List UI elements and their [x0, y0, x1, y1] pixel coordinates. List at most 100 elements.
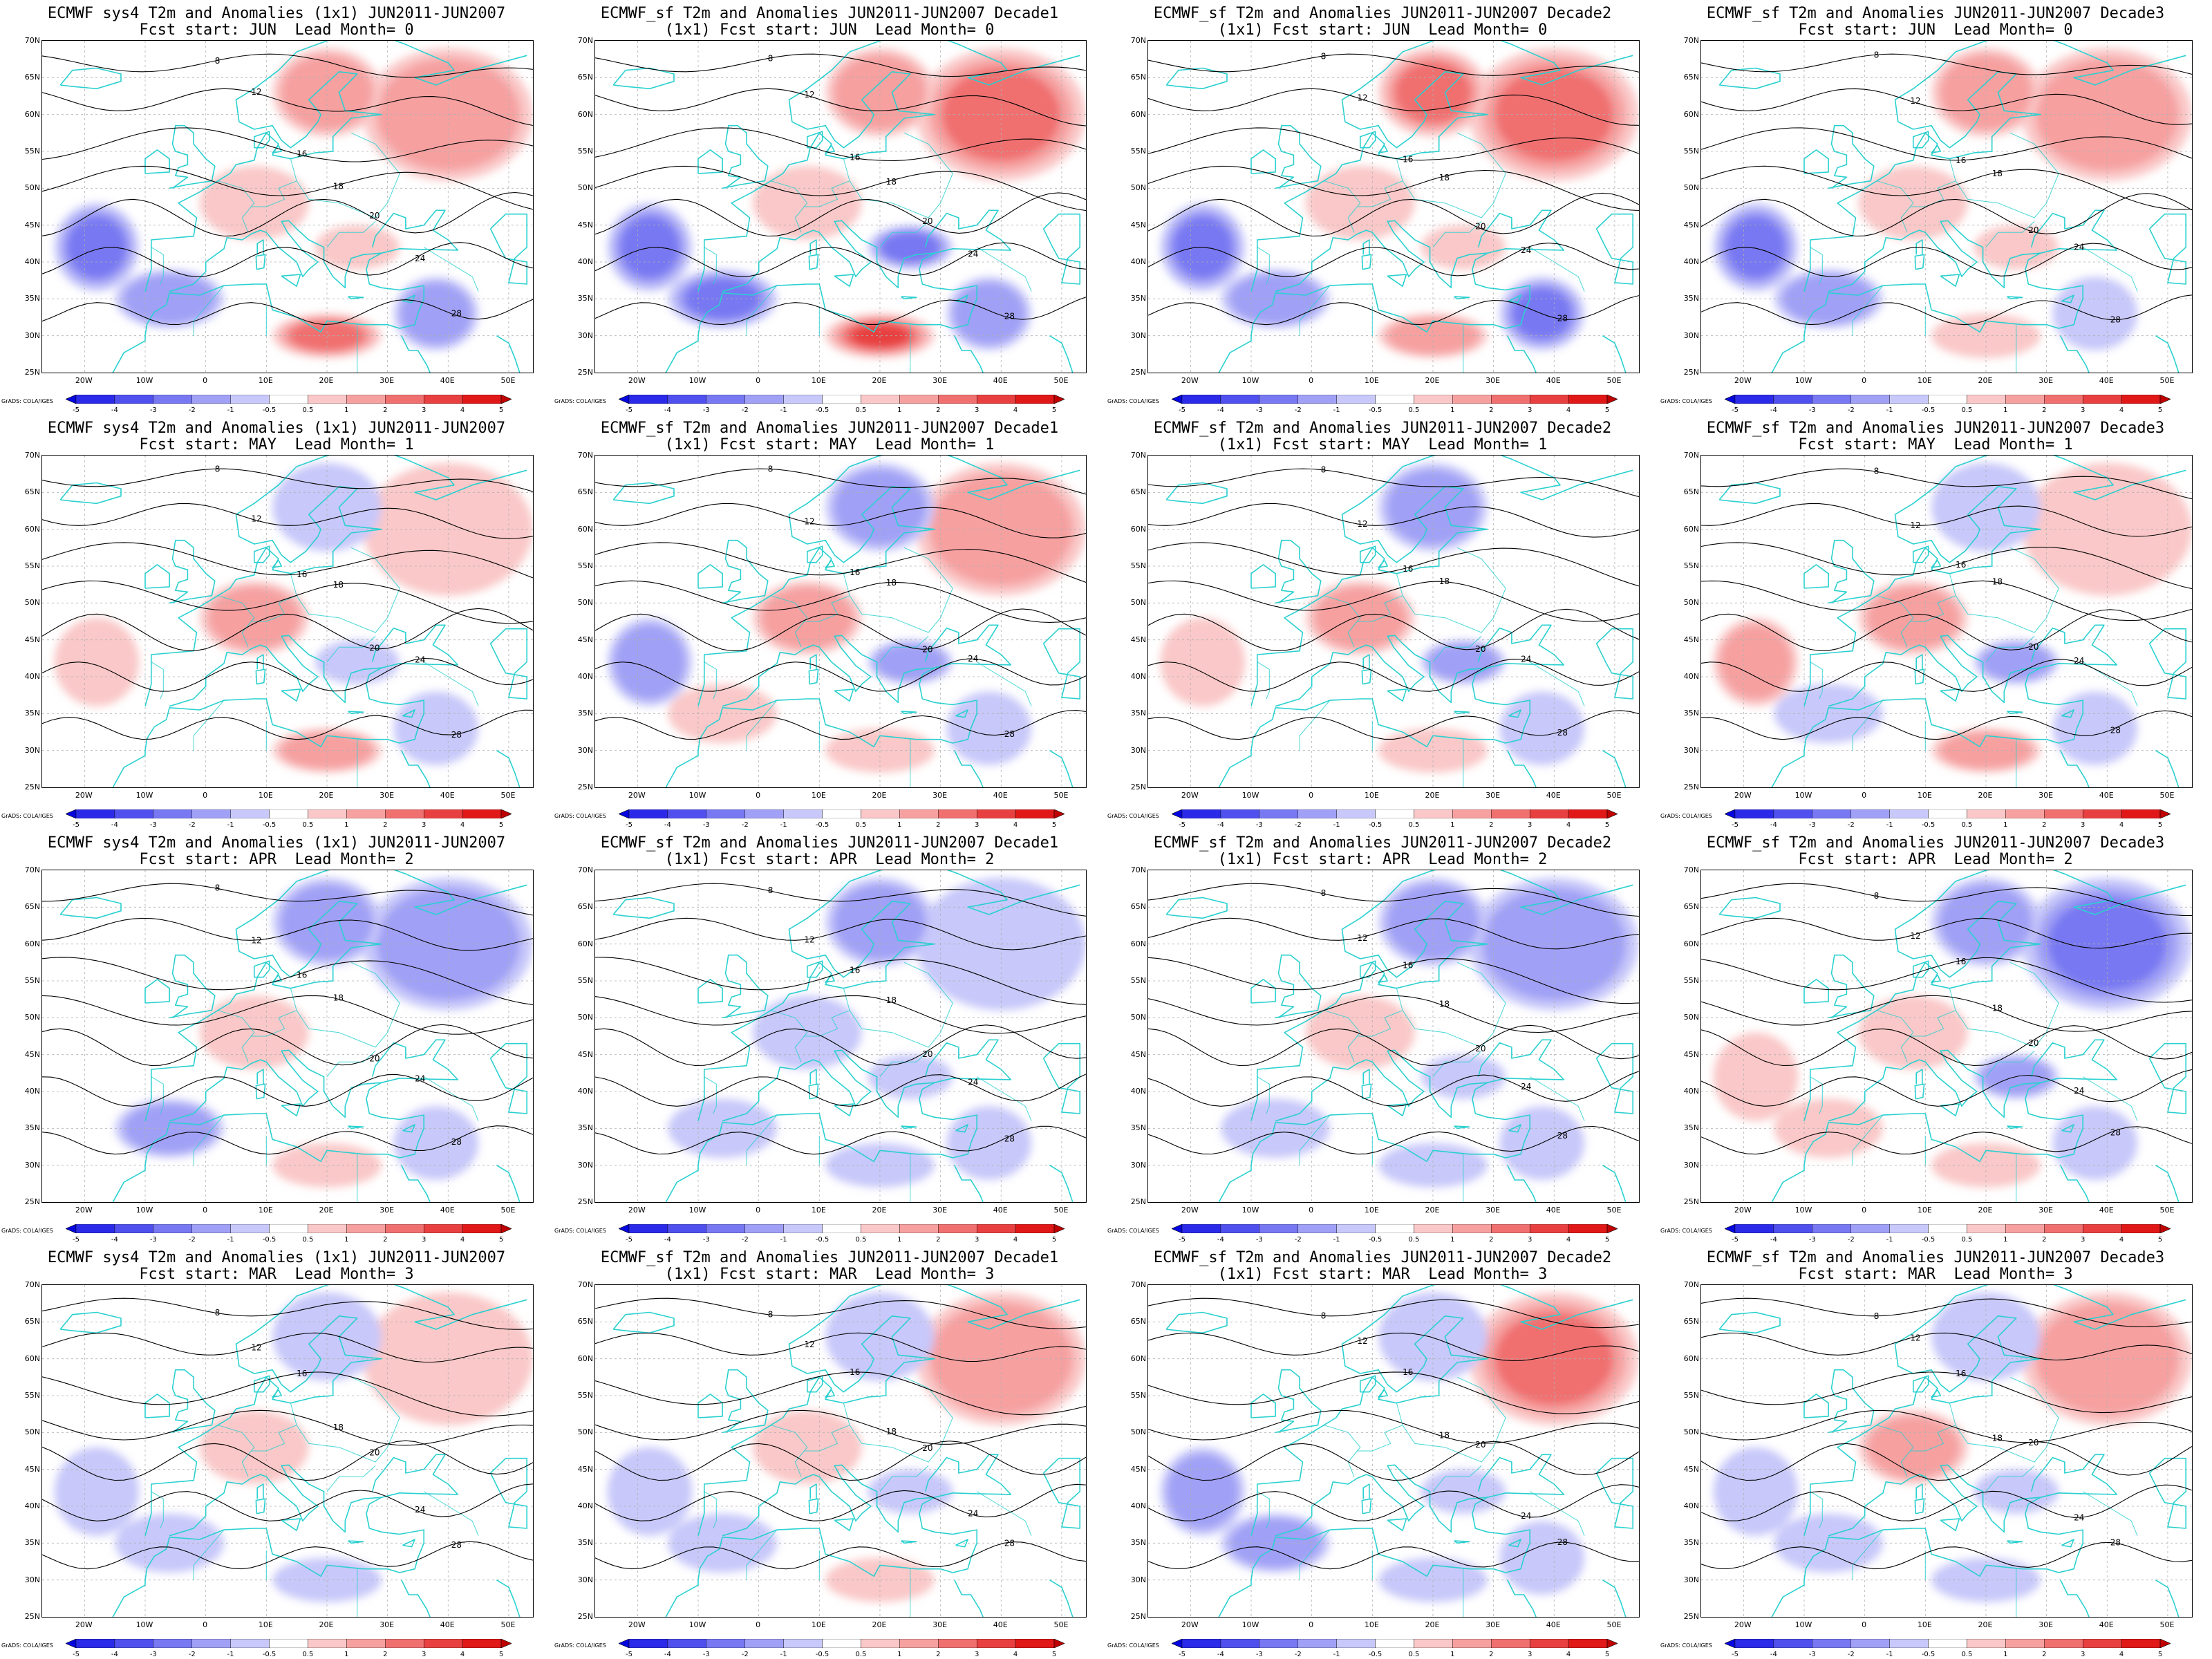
anomaly-shade	[1160, 617, 1246, 706]
coastline	[348, 711, 364, 715]
coastline	[924, 1039, 1012, 1083]
coastline	[112, 335, 146, 373]
coastline	[665, 1580, 699, 1617]
colorbar-swatch	[1181, 395, 1221, 404]
coastline	[665, 1165, 699, 1202]
map-svg: 8 12 16 18 20 24 28	[595, 1285, 1086, 1617]
latitude-label: 40N	[24, 257, 40, 266]
coastline	[1828, 954, 1875, 1019]
colorbar-swatch	[2159, 809, 2171, 818]
colorbar-label: 2	[383, 406, 388, 414]
longitude-label: 10E	[1917, 1620, 1932, 1629]
coastline	[955, 1539, 968, 1548]
climatology-contour	[1701, 710, 2192, 740]
latitude-label: 30N	[1683, 745, 1699, 755]
longitude-label: 0	[203, 376, 208, 385]
contour-label: 16	[1956, 957, 1966, 966]
latitude-label: 55N	[24, 1391, 40, 1400]
climatology-contour	[595, 1441, 1086, 1481]
contour-label: 24	[2074, 1512, 2084, 1522]
coastline	[2060, 1580, 2090, 1617]
longitude-label: 20W	[628, 1206, 646, 1215]
latitude-label: 25N	[1683, 782, 1699, 791]
colorbar-label: -3	[1255, 821, 1263, 829]
contour-label: 24	[2074, 242, 2084, 252]
longitude-label: 0	[1862, 791, 1867, 800]
latitude-label: 70N	[24, 451, 40, 460]
coastline	[169, 954, 216, 1019]
colorbar-label: 0.5	[1961, 406, 1973, 414]
coastline	[1931, 144, 1941, 153]
contour-label: 18	[886, 578, 897, 588]
coastline	[1940, 688, 1960, 702]
climatology-contour	[42, 299, 533, 326]
anomaly-shade	[825, 1557, 935, 1602]
coastline	[722, 220, 977, 333]
coastline	[1915, 1483, 1923, 1499]
colorbar-label: 3	[2080, 1236, 2086, 1244]
colorbar	[66, 395, 512, 404]
longitude-label: 10E	[811, 376, 826, 385]
latitude-label: 60N	[577, 109, 593, 119]
latitude-label: 65N	[1130, 73, 1146, 82]
coastline	[169, 539, 216, 604]
colorbar-label: 0.5	[1961, 1236, 1973, 1244]
anomaly-map: 8 12 16 18 20 24 28	[1700, 40, 2193, 373]
contour-label: 16	[1403, 564, 1413, 574]
colorbar	[66, 809, 512, 818]
coastline	[144, 41, 527, 292]
coastline	[722, 539, 769, 604]
colorbar-swatch	[744, 1639, 784, 1648]
latitude-label: 65N	[577, 1317, 593, 1327]
colorbar-label: -4	[1770, 1236, 1777, 1244]
contour-label: 12	[804, 517, 814, 527]
colorbar-swatch	[308, 1224, 347, 1233]
colorbar-swatch	[899, 1639, 939, 1648]
coastline	[1602, 1580, 1627, 1617]
longitude-label: 10E	[1364, 376, 1379, 385]
coastline	[1508, 709, 1521, 718]
coastline	[809, 1069, 817, 1085]
colorbar-label: 5	[1051, 1236, 1057, 1244]
longitude-label: 0	[1309, 376, 1314, 385]
contour-label: 12	[1357, 933, 1367, 943]
colorbar-label: 3	[421, 1651, 427, 1658]
climatology-contour	[1701, 1126, 2192, 1155]
longitude-label: 20W	[75, 1620, 93, 1629]
colorbar-label: 3	[2080, 406, 2086, 414]
coastline	[1718, 1311, 1781, 1334]
latitude-label: 65N	[1130, 902, 1146, 912]
latitude-label: 45N	[1130, 1049, 1146, 1059]
colorbar-label: 1	[1450, 1651, 1455, 1658]
colorbar-swatch	[1850, 395, 1890, 404]
colorbar-swatch	[1568, 809, 1608, 818]
longitude-label: 20W	[1734, 1620, 1752, 1629]
coastline	[697, 1122, 723, 1165]
latitude-label: 25N	[577, 368, 593, 377]
anomaly-shade	[1427, 643, 1499, 681]
panel-subtitle: Fcst start: MAR Lead Month= 3	[1798, 1266, 2073, 1283]
coastline	[1771, 750, 1805, 787]
longitude-label: 40E	[993, 791, 1008, 800]
latitude-label: 65N	[577, 73, 593, 82]
coastline	[901, 711, 917, 715]
coastline	[809, 1483, 817, 1499]
colorbar-label: 1	[897, 1651, 902, 1658]
contour-label: 18	[886, 1427, 897, 1436]
climatology-contour	[42, 468, 533, 492]
map-panel: ECMWF sys4 T2m and Anomalies (1x1) JUN20…	[0, 0, 553, 415]
latitude-label: 40N	[1683, 672, 1699, 681]
colorbar-label: 0.5	[302, 1651, 314, 1658]
longitude-label: 50E	[1053, 376, 1069, 385]
contour-label: 8	[1874, 891, 1880, 901]
latitude-label: 35N	[24, 1123, 40, 1133]
colorbar-label: 1	[1450, 821, 1455, 829]
coastline	[489, 1042, 527, 1114]
contour-label: 12	[251, 514, 261, 524]
coastline	[1250, 456, 1633, 706]
colorbar-swatch	[1491, 809, 1530, 818]
climatology-contour	[595, 710, 1086, 740]
coastline	[665, 335, 699, 373]
colorbar-label: -0.5	[262, 1236, 276, 1244]
